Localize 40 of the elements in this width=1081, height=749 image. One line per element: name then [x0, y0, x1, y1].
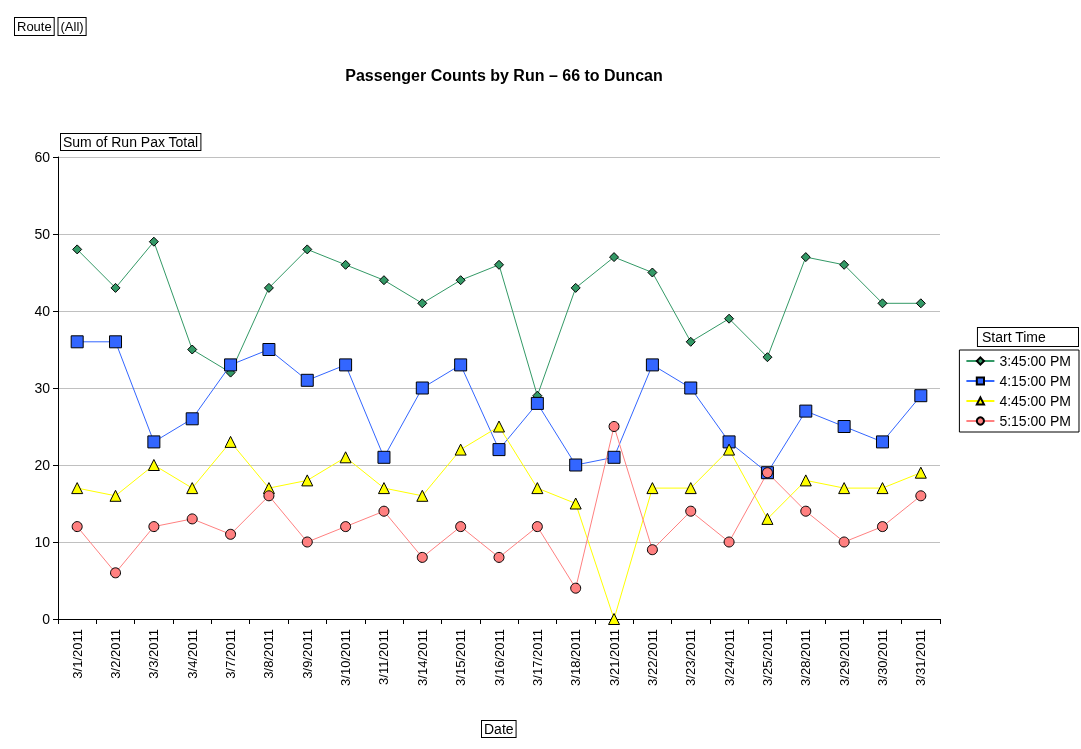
x-tick-label: 3/8/2011 [261, 629, 277, 679]
x-tick-label: 3/29/2011 [836, 629, 852, 686]
x-tick-label: 3/31/2011 [913, 629, 929, 686]
y-axis-title: Sum of Run Pax Total [63, 134, 199, 150]
x-tick-label: 3/21/2011 [606, 629, 622, 686]
x-tick-label: 3/16/2011 [491, 629, 507, 686]
legend-label: 5:15:00 PM [999, 413, 1072, 429]
x-tick-label: 3/17/2011 [529, 629, 545, 686]
x-tick-label: 3/1/2011 [69, 629, 85, 679]
x-tick-label: 3/10/2011 [338, 629, 354, 686]
text: Route [17, 19, 52, 34]
text: (All) [60, 19, 84, 34]
x-tick-label: 3/18/2011 [568, 629, 584, 686]
x-axis-title: Date [484, 721, 514, 737]
x-tick-label: 3/4/2011 [184, 629, 200, 679]
y-tick-label: 20 [34, 457, 51, 473]
x-tick-label: 3/3/2011 [146, 629, 162, 679]
x-tick-label: 3/28/2011 [798, 629, 814, 686]
y-tick-label: 50 [34, 226, 51, 242]
x-tick-label: 3/24/2011 [721, 629, 737, 686]
y-tick-label: 40 [34, 303, 51, 319]
y-tick-label: 10 [34, 534, 51, 550]
legend-label: 4:15:00 PM [999, 373, 1072, 389]
legend-label: 4:45:00 PM [999, 393, 1072, 409]
y-tick-label: 30 [34, 380, 51, 396]
x-tick-label: 3/22/2011 [644, 629, 660, 686]
x-tick-label: 3/23/2011 [683, 629, 699, 686]
x-tick-label: 3/14/2011 [414, 629, 430, 686]
x-tick-label: 3/11/2011 [376, 629, 392, 685]
x-tick-label: 3/25/2011 [759, 629, 775, 686]
legend-title: Start Time [981, 329, 1046, 345]
y-tick-label: 60 [34, 149, 51, 165]
y-tick-label: 0 [42, 611, 51, 627]
x-tick-label: 3/9/2011 [299, 629, 315, 679]
x-tick-label: 3/2/2011 [108, 629, 124, 679]
legend-label: 3:45:00 PM [999, 353, 1072, 369]
x-tick-label: 3/7/2011 [223, 629, 239, 679]
x-tick-label: 3/30/2011 [874, 629, 890, 686]
x-tick-label: 3/15/2011 [453, 629, 469, 686]
chart-title: Passenger Counts by Run – 66 to Duncan [345, 66, 663, 84]
